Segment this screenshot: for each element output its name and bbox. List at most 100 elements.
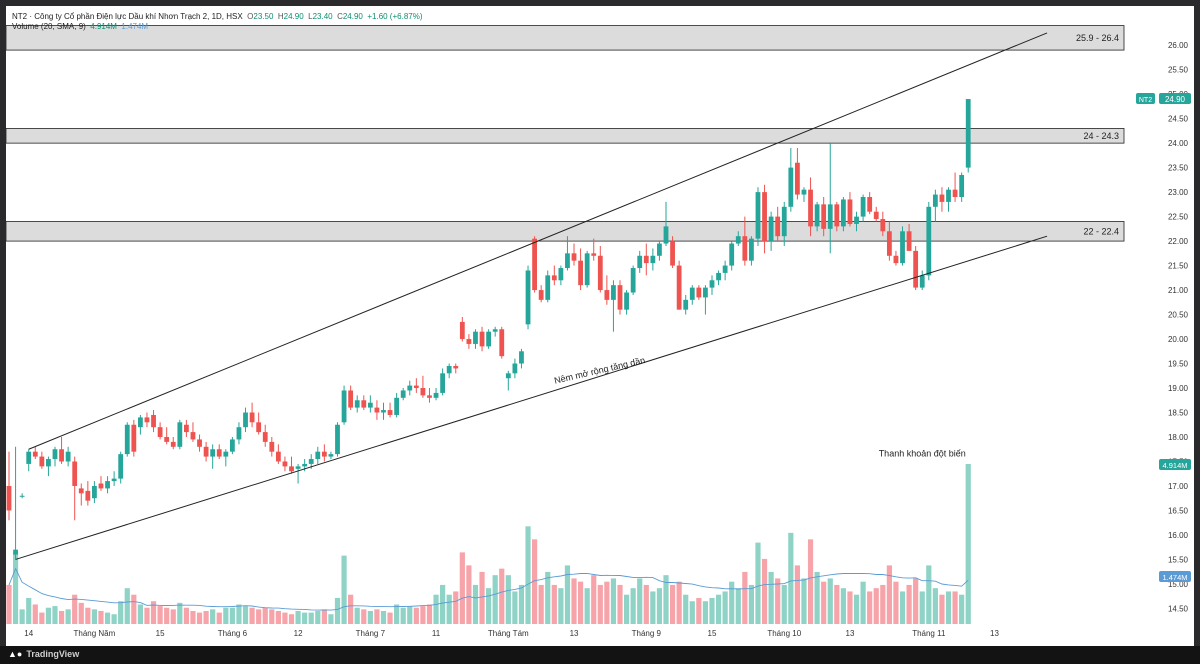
candle-body <box>308 459 314 464</box>
price-chart-svg[interactable]: 25.9 - 26.4 24 - 24.3 22 - 22.4 Nêm mở rộng… <box>6 6 1194 646</box>
volume-bar <box>394 604 400 624</box>
volume-bar <box>492 575 498 624</box>
candle-body <box>52 449 58 460</box>
volume-bar <box>794 565 800 624</box>
volume-bar <box>919 591 925 624</box>
volume-bar <box>893 581 899 624</box>
volume-legend: Volume (20, SMA, 9) 4.914M 1.474M <box>12 22 148 31</box>
volume-bar <box>597 584 603 624</box>
x-tick-label: 13 <box>570 629 579 638</box>
volume-bar <box>748 584 755 624</box>
candle-body <box>59 449 64 462</box>
candle-body <box>6 485 12 511</box>
volume-bar <box>32 604 38 624</box>
low-value: 23.40 <box>312 12 333 21</box>
volume-bar <box>486 588 492 624</box>
zone-label: 24 - 24.3 <box>1083 131 1119 141</box>
y-tick-label: 19.00 <box>1168 384 1189 393</box>
volume-bar <box>380 610 387 624</box>
candle-body <box>919 275 925 288</box>
price-tag-value: 24.90 <box>1165 95 1186 104</box>
sma-tag-bg <box>1159 571 1191 583</box>
candle-body <box>597 255 603 291</box>
candle-body <box>85 490 91 501</box>
open-value: 23.50 <box>253 12 274 21</box>
candle-body <box>900 231 905 264</box>
volume-bar <box>348 594 354 624</box>
candle-body <box>374 407 380 413</box>
y-tick-label: 21.50 <box>1168 262 1189 271</box>
candle-body <box>486 331 492 347</box>
candle-body <box>565 253 570 269</box>
candle-body <box>630 268 636 293</box>
price-axis-bg <box>1158 6 1194 646</box>
volume-bar <box>328 614 334 624</box>
candle-body <box>716 272 721 281</box>
candle-body <box>361 400 367 408</box>
volume-bar <box>945 591 952 624</box>
volume-bar <box>853 594 860 624</box>
volume-bar <box>407 606 413 624</box>
candle-body <box>131 424 137 452</box>
candle-body <box>814 204 820 227</box>
candle-body <box>420 388 426 396</box>
candle-body <box>210 449 216 457</box>
candle-body <box>367 402 373 408</box>
x-tick-label: 12 <box>294 629 303 638</box>
price-tag-value-bg <box>1159 93 1191 105</box>
volume-bar <box>203 610 209 624</box>
candle-body <box>722 265 728 273</box>
volume-bar <box>761 558 768 624</box>
y-tick-label: 14.50 <box>1168 604 1189 613</box>
candle-body <box>394 397 400 415</box>
volume-bar <box>558 588 564 624</box>
candle-body <box>249 412 255 423</box>
volume-bar <box>518 584 525 624</box>
x-tick-label: 14 <box>24 629 33 638</box>
volume-bar <box>959 594 965 624</box>
volume-bar <box>584 588 590 624</box>
volume-bar <box>715 594 722 624</box>
y-tick-label: 23.50 <box>1168 164 1189 173</box>
volume-sma-value: 1.474M <box>121 22 149 31</box>
volume-bar <box>104 612 111 624</box>
candle-body <box>775 216 781 237</box>
volume-bar <box>302 612 308 624</box>
tradingview-logo[interactable]: ▲● TradingView <box>8 649 79 659</box>
candle-body <box>505 373 511 379</box>
candle-body <box>473 331 478 344</box>
candle-body <box>499 329 505 357</box>
candle-body <box>413 385 419 389</box>
candle-body <box>584 253 590 286</box>
candle-body <box>827 204 833 229</box>
candle-body <box>519 351 524 364</box>
volume-bar <box>768 571 774 624</box>
volume-bar <box>282 612 288 624</box>
volume-bar <box>873 588 879 624</box>
volume-bar <box>177 602 183 624</box>
y-tick-label: 18.50 <box>1168 409 1189 418</box>
volume-bar <box>144 607 150 624</box>
volume-bar <box>354 607 360 624</box>
candle-body <box>867 197 873 212</box>
volume-bar <box>367 610 373 624</box>
volume-bar <box>459 552 465 624</box>
candle-body <box>538 290 544 300</box>
brand-label: TradingView <box>26 649 80 659</box>
candle-body <box>873 211 879 220</box>
volume-bar <box>472 584 479 624</box>
volume-bar <box>249 607 255 624</box>
volume-bar <box>52 606 58 624</box>
candle-body <box>381 410 386 413</box>
candle-body <box>177 422 183 447</box>
candle-body <box>729 243 735 266</box>
y-tick-label: 19.50 <box>1168 360 1189 369</box>
candle-body <box>932 194 938 207</box>
candle-body <box>223 451 229 457</box>
y-tick-label: 18.00 <box>1168 433 1189 442</box>
chart-area[interactable]: 25.9 - 26.4 24 - 24.3 22 - 22.4 Nêm mở rộng… <box>6 6 1194 646</box>
candle-body <box>880 219 886 232</box>
volume-bar <box>939 594 945 624</box>
volume-bar <box>617 584 623 624</box>
candle-body <box>72 461 78 486</box>
